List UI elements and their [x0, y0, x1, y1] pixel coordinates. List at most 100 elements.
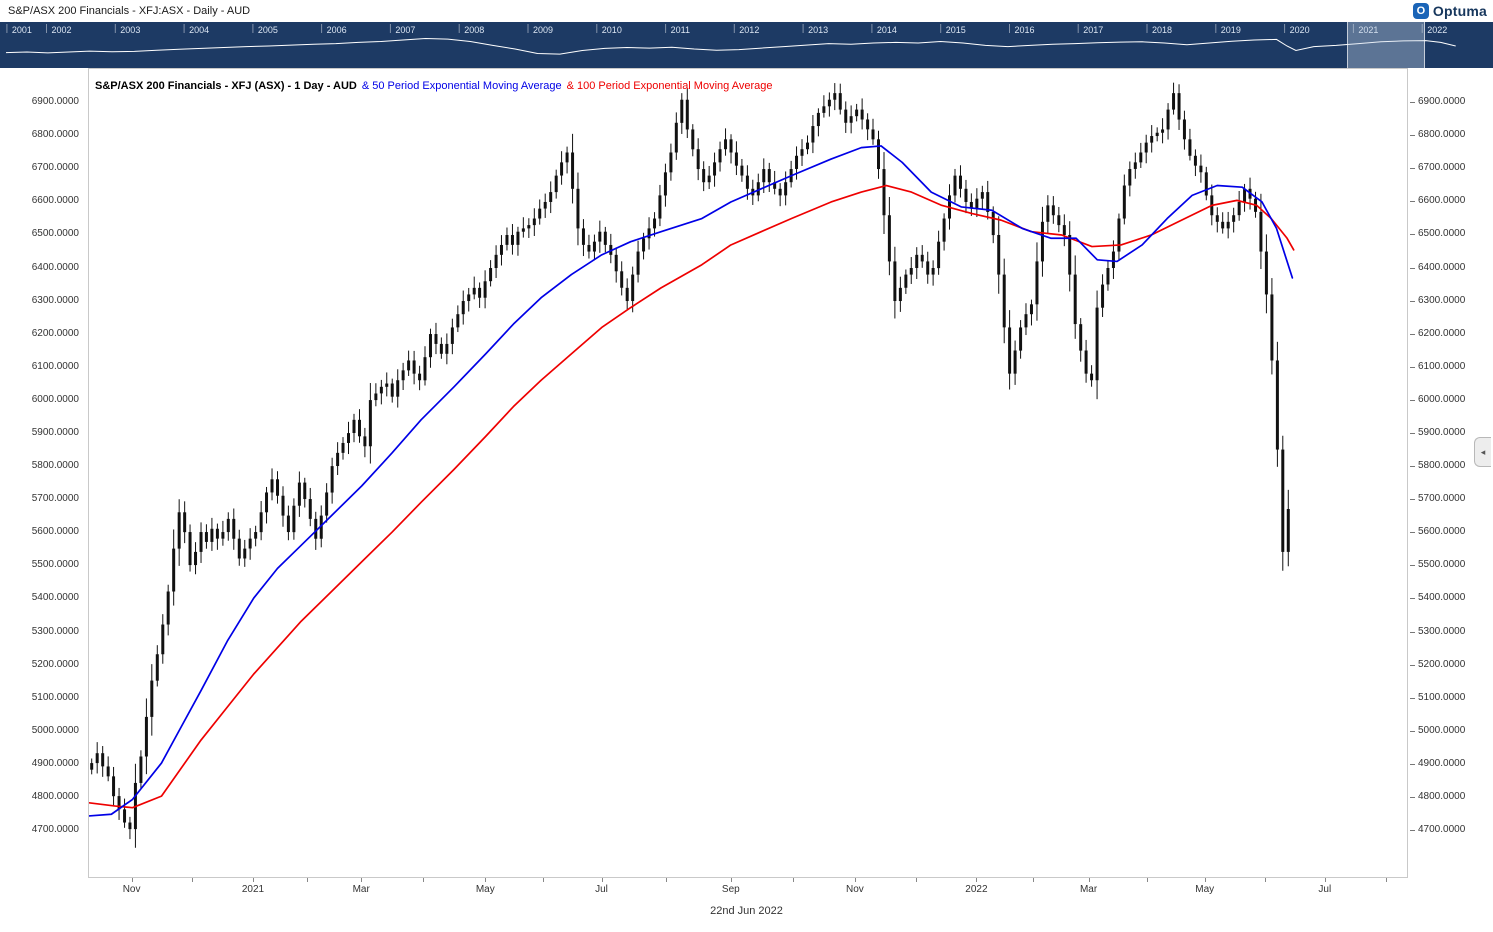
x-axis-tick — [730, 878, 732, 882]
y-axis-label: 4900.0000 — [1410, 758, 1465, 769]
x-axis-label: Nov — [845, 884, 864, 895]
y-axis-label: 5500.0000 — [1410, 559, 1465, 570]
navigator-year-label: 2021 — [1358, 25, 1379, 35]
y-axis-label: 4800.0000 — [1410, 791, 1465, 802]
x-axis-label: 2021 — [241, 884, 265, 895]
y-axis-label: 6500.0000 — [1410, 228, 1465, 239]
x-axis-tick — [854, 878, 856, 882]
y-axis-label: 6500.0000 — [31, 228, 79, 240]
navigator-year-label: 2008 — [464, 25, 485, 35]
y-axis-label: 5900.0000 — [31, 427, 79, 438]
chart-title: S&P/ASX 200 Financials - XFJ (ASX) - 1 D… — [95, 80, 357, 92]
y-axis-label: 6300.0000 — [31, 294, 79, 306]
x-axis-tick — [976, 878, 978, 882]
x-axis-label: May — [1195, 884, 1215, 895]
x-axis-tick — [1032, 878, 1034, 882]
candlestick-chart-canvas[interactable] — [89, 69, 1407, 877]
navigator-year-label: 2001 — [11, 25, 32, 35]
x-axis-tick — [192, 878, 194, 882]
y-axis-label: 6900.0000 — [1410, 96, 1465, 107]
y-axis-label: 6400.0000 — [1410, 262, 1465, 273]
y-axis-label: 5000.0000 — [1410, 725, 1465, 736]
price-axis-left[interactable]: 4700.0000 4800.0000 4900.0000 5000.0000 5100… — [0, 68, 88, 878]
x-axis-tick — [1264, 878, 1266, 882]
x-axis-label: Jul — [595, 884, 608, 895]
y-axis-label: 6600.0000 — [31, 195, 79, 207]
x-axis-tick — [915, 878, 917, 882]
navigator-year-label: 2014 — [876, 25, 897, 35]
x-axis-label: Sep — [721, 884, 740, 895]
y-axis-label: 5100.0000 — [31, 691, 79, 703]
y-axis-label: 6400.0000 — [31, 261, 79, 273]
time-axis[interactable]: Nov 2021 Mar May Jul Sep Nov 2022 Mar May Jul — [0, 878, 1493, 900]
y-axis-label: 5800.0000 — [1410, 460, 1465, 471]
navigator-year-label: 2013 — [808, 25, 829, 35]
y-axis-label: 6200.0000 — [31, 327, 79, 339]
plot-area[interactable]: S&P/ASX 200 Financials - XFJ (ASX) - 1 D… — [88, 68, 1408, 878]
y-axis-label: 5800.0000 — [31, 460, 79, 472]
y-axis-label: 5000.0000 — [31, 724, 79, 736]
x-axis-tick — [1088, 878, 1090, 882]
navigator-viewport-selector[interactable] — [1346, 22, 1425, 68]
y-axis-label: 6600.0000 — [1410, 195, 1465, 206]
y-axis-label: 6100.0000 — [31, 360, 79, 372]
x-axis-tick — [423, 878, 425, 882]
navigator-year-label: 2009 — [533, 25, 554, 35]
y-axis-label: 5400.0000 — [1410, 592, 1465, 603]
navigator-year-labels: 2001 2002 2003 2004 2005 2006 2007 2008 2009 2010… — [0, 22, 1493, 68]
y-axis-label: 6800.0000 — [1410, 129, 1465, 140]
x-axis-tick — [1324, 878, 1326, 882]
x-axis-tick — [666, 878, 668, 882]
y-axis-label: 5600.0000 — [31, 526, 79, 538]
date-range-navigator[interactable]: 2001 2002 2003 2004 2005 2006 2007 2008 2009 2010… — [0, 22, 1493, 68]
x-axis-label: 2022 — [965, 884, 988, 895]
y-axis-label: 6100.0000 — [1410, 361, 1465, 372]
x-axis-tick — [1204, 878, 1206, 882]
y-axis-label: 5200.0000 — [31, 658, 79, 670]
x-axis-tick — [485, 878, 487, 882]
navigator-year-label: 2016 — [1014, 25, 1035, 35]
optuma-logo-icon: O — [1412, 3, 1429, 19]
y-axis-label: 6200.0000 — [1410, 328, 1465, 339]
y-axis-label: 4700.0000 — [1410, 824, 1465, 835]
navigator-sparkline — [5, 24, 1456, 55]
navigator-year-label: 2005 — [257, 25, 278, 35]
x-axis-tick — [543, 878, 545, 882]
navigator-year-label: 2019 — [1220, 25, 1241, 35]
y-axis-label: 4800.0000 — [31, 790, 79, 802]
price-axis-right[interactable]: 4700.0000 4800.0000 4900.0000 5000.0000 5100… — [1408, 68, 1480, 878]
y-axis-label: 4700.0000 — [31, 824, 79, 835]
navigator-year-label: 2003 — [120, 25, 141, 35]
navigator-year-label: 2017 — [1083, 25, 1104, 35]
navigator-year-label: 2012 — [739, 25, 760, 35]
y-axis-label: 6700.0000 — [31, 162, 79, 174]
y-axis-label: 6700.0000 — [1410, 162, 1465, 173]
x-axis-tick — [253, 878, 254, 882]
navigator-year-label: 2011 — [670, 25, 690, 35]
last-date-label: 22nd Jun 2022 — [710, 905, 783, 917]
chart-legend: S&P/ASX 200 Financials - XFJ (ASX) - 1 D… — [95, 80, 773, 92]
y-axis-label: 6000.0000 — [31, 393, 79, 405]
navigator-year-label: 2002 — [51, 25, 72, 35]
y-axis-label: 6000.0000 — [1410, 394, 1465, 405]
y-axis-label: 5700.0000 — [1410, 493, 1465, 504]
x-axis-label: Jul — [1318, 884, 1332, 895]
y-axis-label: 5100.0000 — [1410, 692, 1465, 703]
x-axis-label: Mar — [1079, 884, 1098, 895]
navigator-year-label: 2018 — [1152, 25, 1173, 35]
x-axis-label: May — [475, 884, 495, 895]
x-axis-tick — [307, 878, 309, 882]
navigator-year-label: 2007 — [395, 25, 416, 35]
x-axis-tick — [361, 878, 363, 882]
panel-collapse-button[interactable]: ◂ — [1474, 437, 1491, 467]
y-axis-label: 5300.0000 — [31, 625, 79, 637]
y-axis-label: 5200.0000 — [1410, 659, 1465, 670]
ema100-legend-label: & 100 Period Exponential Moving Average — [566, 80, 773, 92]
navigator-year-label: 2006 — [326, 25, 347, 35]
x-axis-tick — [1146, 878, 1148, 882]
brand: O Optuma — [1412, 3, 1487, 19]
y-axis-label: 5400.0000 — [31, 592, 79, 604]
y-axis-label: 6900.0000 — [31, 96, 79, 108]
navigator-year-label: 2015 — [945, 25, 966, 35]
